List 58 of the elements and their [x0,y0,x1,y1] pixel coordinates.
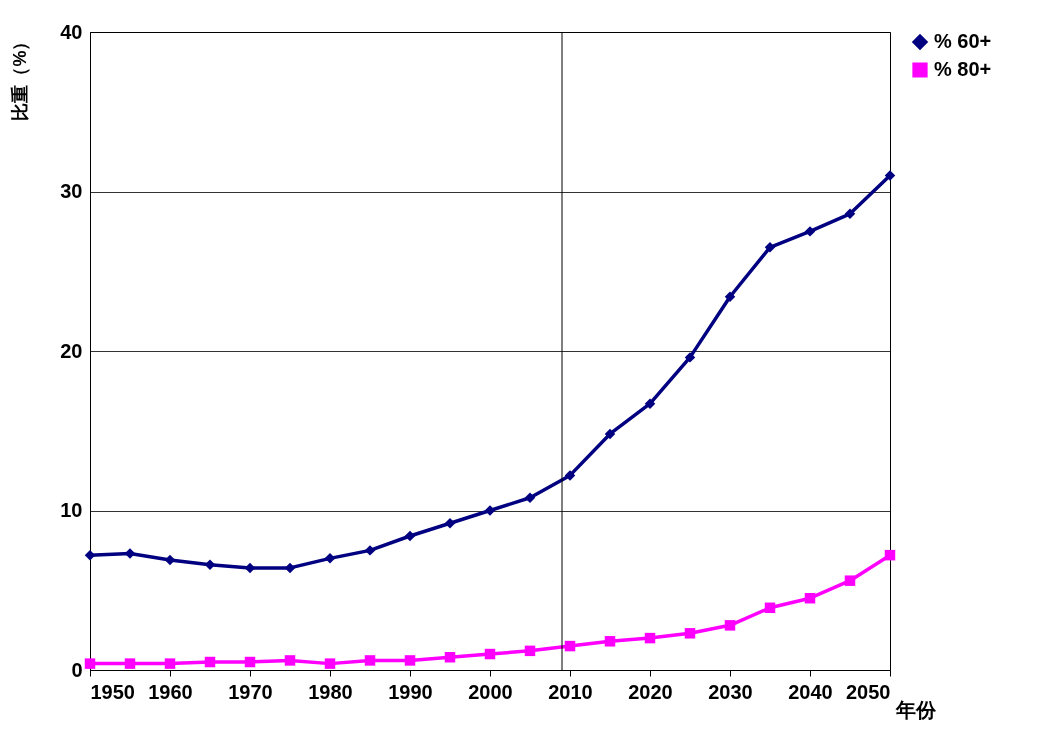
point [604,428,616,440]
point [724,620,736,631]
point [764,242,776,253]
point [644,398,656,409]
point [484,648,496,660]
x-tick-label: 1950 [90,680,135,703]
point [84,658,96,669]
point [524,645,536,657]
x-tick-label: 2030 [708,680,753,703]
y-tick-label: 30 [60,180,83,202]
y-tick-label: 0 [71,658,83,681]
y-axis-title: 比重（%） [9,32,30,121]
point [124,658,136,669]
point [484,505,496,516]
x-tick-label: 2040 [788,680,833,703]
point [684,628,696,639]
point [804,226,816,237]
x-tick-label: 1990 [388,680,433,703]
x-tick-label: 1970 [228,680,273,703]
point [444,652,456,663]
point [164,658,176,669]
point [884,170,896,181]
point [804,592,816,604]
point [604,636,616,647]
point [404,530,416,542]
point [204,656,216,668]
x-axis-title: 年份 [894,698,937,721]
x-tick-label: 2020 [628,680,673,703]
x-tick-label: 2000 [468,680,513,703]
point [844,208,856,220]
point [644,632,656,644]
legend-label: % 60+ [934,30,992,52]
point [764,602,776,614]
point [844,575,856,586]
point [724,291,736,303]
point [364,545,376,556]
x-tick-label: 1960 [148,680,193,703]
point [324,658,336,669]
point [364,655,376,666]
point [284,655,296,666]
legend-label: % 80+ [934,58,992,80]
point [444,518,456,529]
y-tick-label: 10 [60,499,83,521]
x-tick-label: 1980 [308,680,353,703]
point [324,553,336,564]
point [404,655,416,666]
x-tick-label: 2050 [846,680,891,703]
point [564,470,576,481]
y-tick-label: 40 [60,20,83,43]
point [84,549,96,561]
point [524,492,536,503]
point [564,640,576,652]
point [884,549,896,561]
point [244,656,256,668]
point [164,554,176,566]
y-tick-label: 20 [60,339,83,362]
point [684,352,696,363]
x-tick-label: 2010 [548,680,593,703]
